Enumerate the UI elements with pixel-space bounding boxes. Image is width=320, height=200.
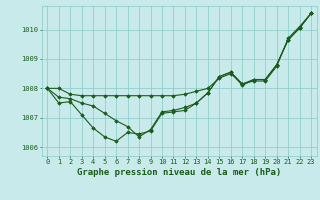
X-axis label: Graphe pression niveau de la mer (hPa): Graphe pression niveau de la mer (hPa) [77, 168, 281, 177]
